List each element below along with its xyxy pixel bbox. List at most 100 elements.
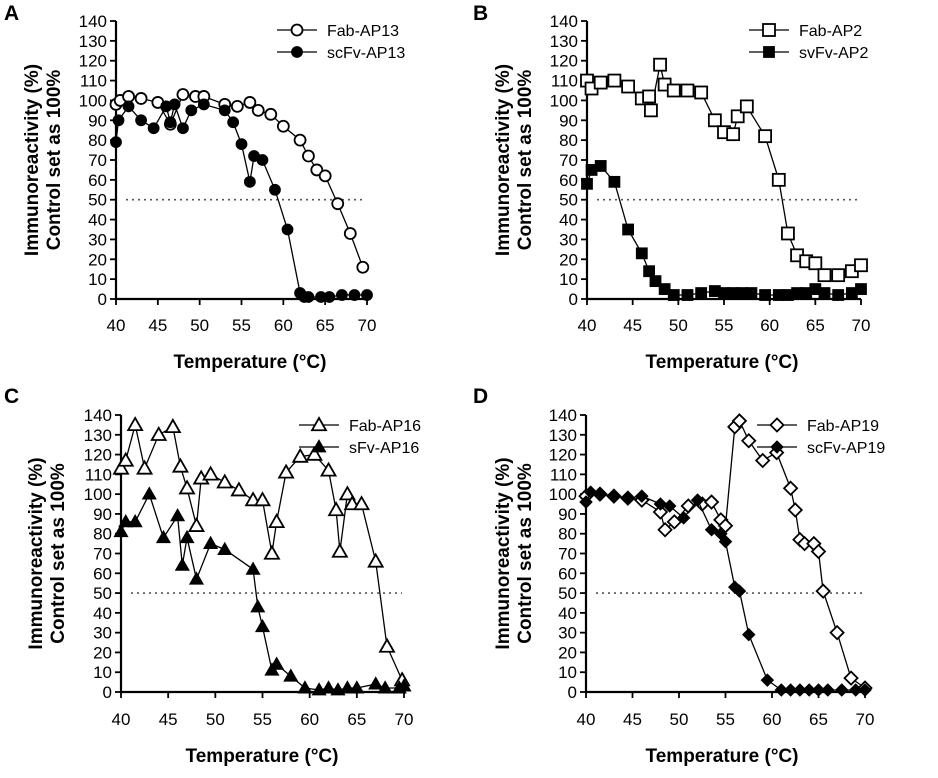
y-axis-title: Immunoreactivity (%)Control set as 100% (26, 457, 69, 649)
data-point (318, 169, 332, 183)
series-scFv-AP19 (579, 485, 872, 697)
x-axis-title: Temperature (°C) (646, 746, 799, 767)
data-point (323, 291, 336, 303)
data-point (171, 457, 189, 473)
data-point (815, 583, 831, 599)
y-tick-label: 0 (103, 683, 112, 702)
legend-label: svFv-AP2 (799, 45, 868, 62)
data-point (187, 516, 206, 532)
data-point (335, 289, 348, 301)
y-axis-title-line1: Immunoreactivity (%) (22, 64, 43, 256)
series-sFv-AP16 (113, 486, 412, 696)
y-tick-label: 40 (558, 604, 577, 623)
data-point (714, 526, 728, 541)
data-point (319, 461, 338, 477)
x-tick-label: 55 (253, 710, 272, 729)
data-point (348, 289, 361, 301)
y-tick-label: 0 (98, 290, 107, 309)
x-tick-label: 40 (107, 316, 126, 335)
data-point (783, 683, 798, 697)
data-point (291, 447, 309, 463)
legend-marker (769, 417, 785, 433)
data-point (141, 486, 157, 500)
y-tick-label: 60 (93, 564, 112, 583)
data-point (174, 557, 190, 571)
data-point (188, 571, 205, 585)
data-point (583, 485, 598, 499)
y-tick-label: 10 (93, 663, 112, 682)
data-point (396, 678, 412, 692)
x-tick-label: 50 (670, 710, 689, 729)
data-point (608, 175, 621, 188)
data-point (269, 183, 281, 196)
data-point (754, 452, 771, 469)
y-tick-label: 70 (88, 151, 107, 170)
data-point (718, 534, 733, 549)
y-axis-title-line1: Immunoreactivity (%) (493, 457, 514, 649)
y-tick-label: 10 (558, 663, 577, 682)
x-tick-label: 60 (760, 316, 779, 335)
data-point (147, 122, 160, 135)
data-point (235, 138, 248, 151)
x-tick-label: 70 (856, 710, 875, 729)
data-point (621, 491, 635, 505)
data-point (177, 122, 189, 135)
data-point (657, 521, 673, 538)
data-point (731, 413, 748, 429)
legend-label: sFv-AP16 (349, 440, 419, 457)
data-point (607, 489, 621, 503)
x-tick-label: 60 (300, 710, 319, 729)
data-point (361, 289, 373, 301)
x-tick-label: 70 (395, 710, 414, 729)
y-tick-label: 80 (93, 525, 112, 544)
series-scFv-AP13 (110, 98, 373, 303)
series-line (120, 492, 405, 691)
y-tick-label: 90 (559, 111, 578, 130)
x-tick-label: 60 (763, 710, 782, 729)
data-point (635, 489, 649, 503)
data-point (579, 495, 593, 509)
data-point (635, 247, 648, 260)
y-tick-label: 110 (80, 72, 107, 91)
data-point (230, 481, 248, 497)
y-tick-label: 130 (550, 32, 578, 51)
data-point (135, 114, 148, 127)
data-point (831, 268, 846, 283)
y-tick-label: 30 (88, 230, 107, 249)
data-point (811, 683, 826, 697)
data-point (122, 90, 135, 103)
data-point (367, 552, 385, 568)
data-point (817, 268, 832, 283)
series-line (586, 64, 862, 276)
y-tick-label: 140 (550, 12, 578, 31)
x-tick-label: 70 (358, 316, 377, 335)
y-tick-label: 0 (569, 290, 578, 309)
y-axis-title-line2: Control set as 100% (44, 70, 65, 251)
data-point (741, 627, 756, 642)
data-point (774, 683, 789, 697)
data-point (164, 418, 182, 434)
y-tick-label: 80 (558, 525, 577, 544)
y-tick-label: 80 (88, 131, 107, 150)
data-point (230, 99, 244, 113)
data-point (377, 680, 393, 694)
x-tick-label: 55 (716, 710, 735, 729)
y-tick-label: 120 (84, 446, 112, 465)
x-axis-title: Temperature (°C) (186, 746, 339, 767)
legend-label: Fab-AP16 (349, 418, 421, 435)
data-point (759, 289, 771, 301)
x-tick-label: 65 (806, 316, 825, 335)
data-point (176, 88, 190, 101)
y-tick-label: 130 (84, 426, 112, 445)
y-axis-title: Immunoreactivity (%)Control set as 100% (22, 64, 65, 256)
data-point (642, 89, 657, 104)
y-tick-label: 40 (93, 604, 112, 623)
x-axis-title: Temperature (°C) (646, 352, 799, 373)
data-point (179, 529, 195, 544)
y-tick-label: 80 (559, 131, 578, 150)
y-tick-label: 70 (93, 545, 112, 564)
data-point (243, 175, 256, 188)
y-axis-title-line2: Control set as 100% (48, 463, 69, 644)
data-point (202, 465, 220, 481)
